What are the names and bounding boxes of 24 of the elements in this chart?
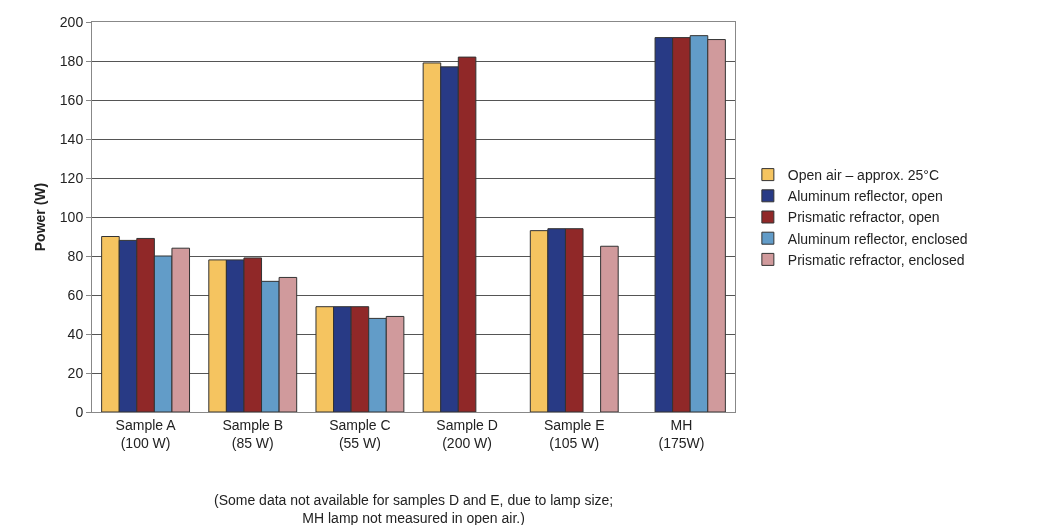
legend-label: Aluminum reflector, enclosed [787, 230, 968, 247]
y-tick-label: 200 [59, 13, 84, 30]
y-tick-label: 120 [59, 169, 84, 186]
y-tick-label: 60 [67, 286, 84, 303]
legend-label: Aluminum reflector, open [787, 188, 943, 205]
y-tick-label: 100 [59, 208, 84, 225]
legend-label: Open air – approx. 25°C [787, 167, 939, 184]
y-tick-label: 40 [67, 325, 84, 342]
x-tick-label: MH (175W) [658, 416, 705, 451]
legend-label: Prismatic refractor, open [787, 209, 940, 226]
x-tick-label: Sample A (100 W) [115, 416, 177, 451]
y-tick-label: 20 [67, 364, 84, 381]
y-tick-label: 140 [59, 130, 84, 147]
y-tick-label: 80 [67, 247, 84, 264]
x-tick-label: Sample B (85 W) [222, 416, 284, 451]
x-tick-label: Sample E (105 W) [543, 416, 605, 451]
x-tick-label: Sample D (200 W) [436, 416, 498, 451]
y-axis-title: Power (W) [32, 182, 49, 252]
y-tick-label: 160 [59, 91, 84, 108]
x-tick-label: Sample C (55 W) [329, 416, 391, 451]
legend-label: Prismatic refractor, enclosed [787, 251, 965, 268]
y-tick-label: 180 [59, 52, 84, 69]
bar [600, 245, 619, 412]
y-tick-label: 0 [75, 403, 84, 420]
